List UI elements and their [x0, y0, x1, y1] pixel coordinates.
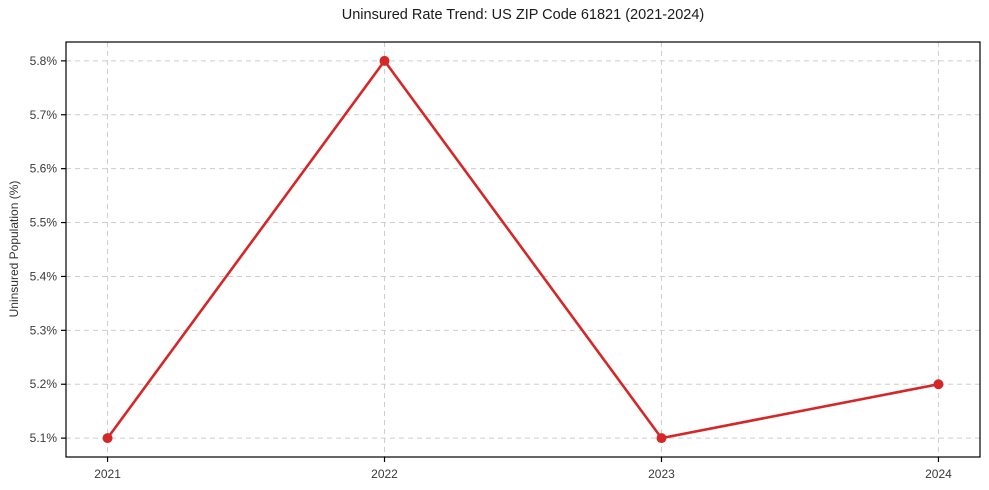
y-tick-label: 5.5%: [30, 216, 58, 230]
y-tick-label: 5.6%: [30, 162, 58, 176]
y-tick-label: 5.7%: [30, 108, 58, 122]
x-tick-label: 2022: [371, 467, 398, 481]
data-point-marker: [379, 55, 390, 66]
data-point-marker: [102, 433, 113, 444]
plot-border: [65, 41, 981, 458]
x-tick-label: 2024: [925, 467, 952, 481]
x-tick-label: 2021: [94, 467, 121, 481]
chart-title: Uninsured Rate Trend: US ZIP Code 61821 …: [341, 7, 705, 23]
y-tick-label: 5.1%: [30, 431, 58, 445]
y-tick-label: 5.8%: [30, 54, 58, 68]
trend-line: [106, 59, 940, 440]
data-point-marker: [933, 379, 944, 390]
data-point-marker: [656, 433, 667, 444]
y-tick-label: 5.2%: [30, 377, 58, 391]
y-tick-label: 5.4%: [30, 269, 58, 283]
x-tick-label: 2023: [648, 467, 675, 481]
y-tick-label: 5.3%: [30, 323, 58, 337]
